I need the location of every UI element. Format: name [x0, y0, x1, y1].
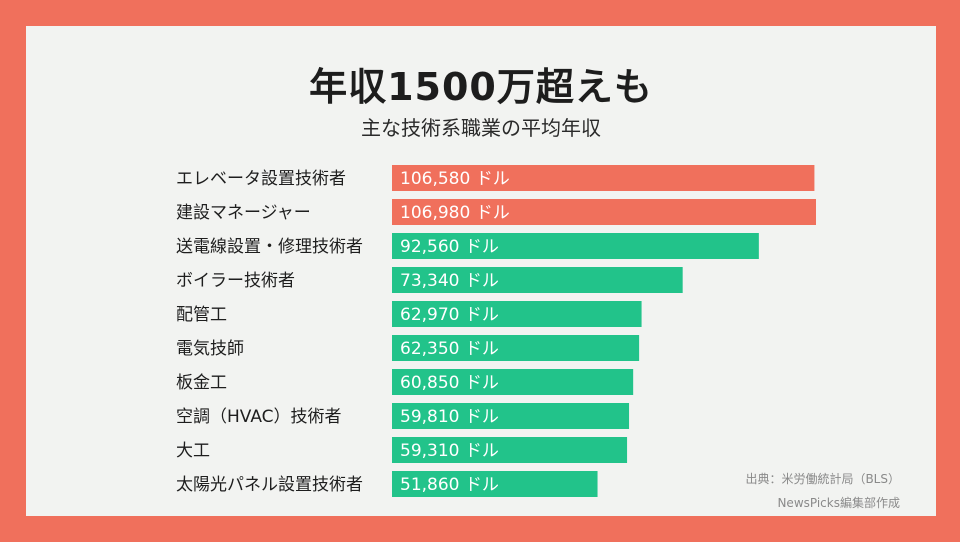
category-label: 空調（HVAC）技術者 [176, 407, 342, 427]
chart-title: 年収1500万超えも [309, 65, 653, 109]
value-label: 51,860 ドル [400, 475, 499, 495]
category-label: 太陽光パネル設置技術者 [176, 475, 363, 495]
category-label: 送電線設置・修理技術者 [176, 237, 363, 257]
value-label: 92,560 ドル [400, 237, 499, 257]
source-note: 出典：米労働統計局（BLS） [745, 472, 900, 486]
bar [392, 267, 683, 293]
bar [392, 301, 642, 327]
category-label: 電気技師 [176, 339, 244, 359]
bar [392, 165, 815, 191]
bar [392, 403, 630, 429]
category-label: 配管工 [176, 305, 227, 325]
value-label: 62,350 ドル [400, 339, 499, 359]
category-label: 板金工 [176, 373, 227, 393]
credit-note: NewsPicks編集部作成 [777, 496, 900, 510]
bar [392, 437, 628, 463]
category-label: 建設マネージャー [176, 203, 311, 223]
bar [392, 233, 759, 259]
value-label: 59,810 ドル [400, 407, 499, 427]
value-label: 106,980 ドル [400, 203, 510, 223]
category-label: ボイラー技術者 [176, 271, 295, 291]
value-label: 62,970 ドル [400, 305, 499, 325]
bar [392, 369, 634, 395]
bar [392, 199, 816, 225]
bar [392, 471, 598, 497]
bar [392, 335, 640, 361]
chart-subtitle: 主な技術系職業の平均年収 [361, 116, 601, 140]
category-label: 大工 [176, 441, 210, 461]
category-label: エレベータ設置技術者 [176, 169, 346, 189]
chart-card: 年収1500万超えも 主な技術系職業の平均年収 エレベータ設置技術者 106,58… [26, 26, 936, 516]
value-label: 73,340 ドル [400, 271, 499, 291]
value-label: 106,580 ドル [400, 169, 510, 189]
value-label: 60,850 ドル [400, 373, 499, 393]
value-label: 59,310 ドル [400, 441, 499, 461]
